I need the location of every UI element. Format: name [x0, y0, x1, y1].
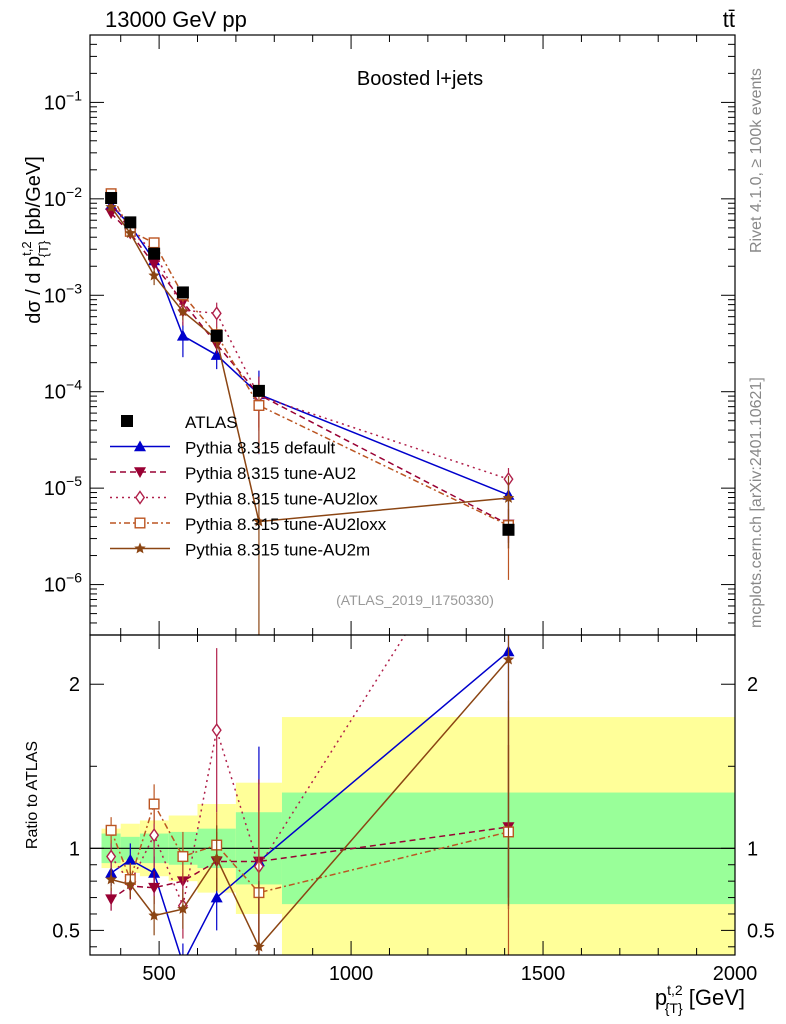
legend-label: Pythia 8.315 tune-AU2loxx — [185, 515, 387, 534]
atlas-data-point — [105, 192, 118, 205]
atlas-data-point — [210, 329, 223, 342]
x-tick-label: 500 — [142, 963, 175, 985]
legend-label: Pythia 8.315 default — [185, 439, 336, 458]
y-axis-label-ratio: Ratio to ATLAS — [24, 741, 41, 849]
legend: ATLAS Pythia 8.315 default Pythia 8.315 tu… — [110, 413, 387, 560]
y-axis-label-main: dσ / d pt,2 {T} [pb/GeV] — [19, 156, 51, 324]
chart-title: Boosted l+jets — [357, 68, 483, 90]
atlas-data-point — [148, 247, 161, 260]
ratio-marker — [148, 798, 160, 810]
ratio-marker — [124, 878, 137, 890]
series-line — [110, 199, 509, 480]
y-tick-label: 10−6 — [44, 570, 82, 597]
ratio-marker — [177, 957, 189, 968]
legend-item-1: Pythia 8.315 tune-AU2 — [110, 464, 356, 483]
ratio-marker — [105, 894, 118, 906]
svg-text:dσ / d pt,2{T} [pb/GeV]: dσ / d pt,2 {T} [pb/GeV] — [19, 156, 51, 324]
ratio-tick-label: 0.5 — [52, 920, 80, 942]
ratio-tick-label: 2 — [69, 674, 80, 696]
y-tick-label: 10−1 — [44, 87, 82, 114]
legend-marker — [134, 517, 146, 529]
ratio-marker — [106, 849, 117, 864]
ratio-plot-area — [90, 635, 735, 968]
main-panel: 10−1 10−2 10−3 10−4 10−5 10−6 — [44, 34, 735, 636]
atlas-data-point — [502, 523, 515, 536]
ratio-marker — [177, 851, 189, 863]
ratio-marker — [210, 891, 223, 903]
legend-marker — [134, 490, 146, 505]
series-marker — [253, 515, 265, 527]
series-marker — [211, 306, 222, 321]
ratio-marker — [502, 653, 515, 665]
legend-label: Pythia 8.315 tune-AU2 — [185, 464, 356, 483]
atlas-data-point — [124, 216, 137, 229]
legend-label: Pythia 8.315 tune-AU2m — [185, 541, 370, 560]
main-plot-area — [105, 188, 515, 635]
series-marker — [210, 349, 223, 360]
legend-label: ATLAS — [185, 413, 238, 432]
legend-item-0: Pythia 8.315 default — [110, 439, 336, 458]
ratio-tick-label-right: 0.5 — [747, 920, 775, 942]
series-marker — [177, 305, 189, 317]
series-marker — [148, 269, 160, 281]
ratio-marker — [211, 722, 222, 738]
legend-marker — [121, 415, 133, 427]
ratio-tick-label: 1 — [69, 838, 80, 860]
svg-text:pt,2{T} [GeV]: pt,2 {T} [GeV] — [655, 982, 745, 1016]
x-tick-label: 1500 — [521, 963, 566, 985]
x-tick-label: 1000 — [329, 963, 374, 985]
ratio-marker — [105, 873, 117, 885]
y-tick-label: 10−3 — [44, 280, 82, 307]
series-marker — [148, 237, 160, 249]
x-axis-label: pt,2 {T} [GeV] — [655, 982, 745, 1016]
series-marker — [148, 259, 161, 271]
legend-item-4: Pythia 8.315 tune-AU2m — [110, 541, 370, 560]
x-tick-label: 2000 — [713, 963, 758, 985]
legend-item-atlas: ATLAS — [121, 413, 238, 432]
y-tick-label: 10−2 — [44, 184, 82, 211]
ratio-marker — [210, 852, 223, 864]
mcplots-reference-label: mcplots.cern.ch [arXiv:2401.10621] — [748, 377, 765, 628]
series-marker — [105, 201, 117, 213]
ratio-marker — [253, 940, 265, 952]
x-axis-ticks: 500 1000 1500 2000 — [120, 35, 758, 985]
series-marker — [176, 329, 189, 341]
y-tick-label: 10−5 — [44, 473, 82, 500]
ratio-tick-label-right: 1 — [747, 838, 758, 860]
ratio-marker — [177, 903, 189, 914]
ratio-marker — [124, 853, 137, 865]
ratio-marker — [148, 882, 161, 894]
y-tick-label: 10−4 — [44, 377, 82, 404]
ratio-marker — [149, 827, 160, 843]
series-main-4 — [105, 201, 515, 635]
series-marker — [253, 399, 265, 411]
atlas-data-main — [105, 192, 515, 536]
analysis-id-label: (ATLAS_2019_I1750330) — [336, 592, 494, 608]
legend-label: Pythia 8.315 tune-AU2lox — [185, 490, 378, 509]
legend-marker — [134, 467, 146, 478]
energy-label: 13000 GeV pp — [105, 7, 247, 32]
ratio-marker — [148, 909, 160, 921]
atlas-data-point — [252, 384, 265, 397]
legend-item-3: Pythia 8.315 tune-AU2loxx — [110, 515, 387, 534]
series-marker — [502, 492, 515, 503]
ratio-tick-label-right: 2 — [747, 674, 758, 696]
series-ratio-4 — [105, 635, 515, 955]
rivet-version-label: Rivet 4.1.0, ≥ 100k events — [748, 68, 765, 253]
legend-marker — [134, 542, 146, 554]
atlas-data-point — [176, 286, 189, 299]
ratio-marker — [105, 824, 117, 836]
ratio-frame — [89, 634, 736, 956]
legend-item-2: Pythia 8.315 tune-AU2lox — [110, 490, 378, 509]
legend-marker — [134, 440, 146, 452]
series-marker — [124, 227, 137, 239]
ratio-panel: 0.5 0.5 1 1 2 2 — [52, 635, 775, 968]
process-label: tt̄ — [723, 7, 735, 32]
